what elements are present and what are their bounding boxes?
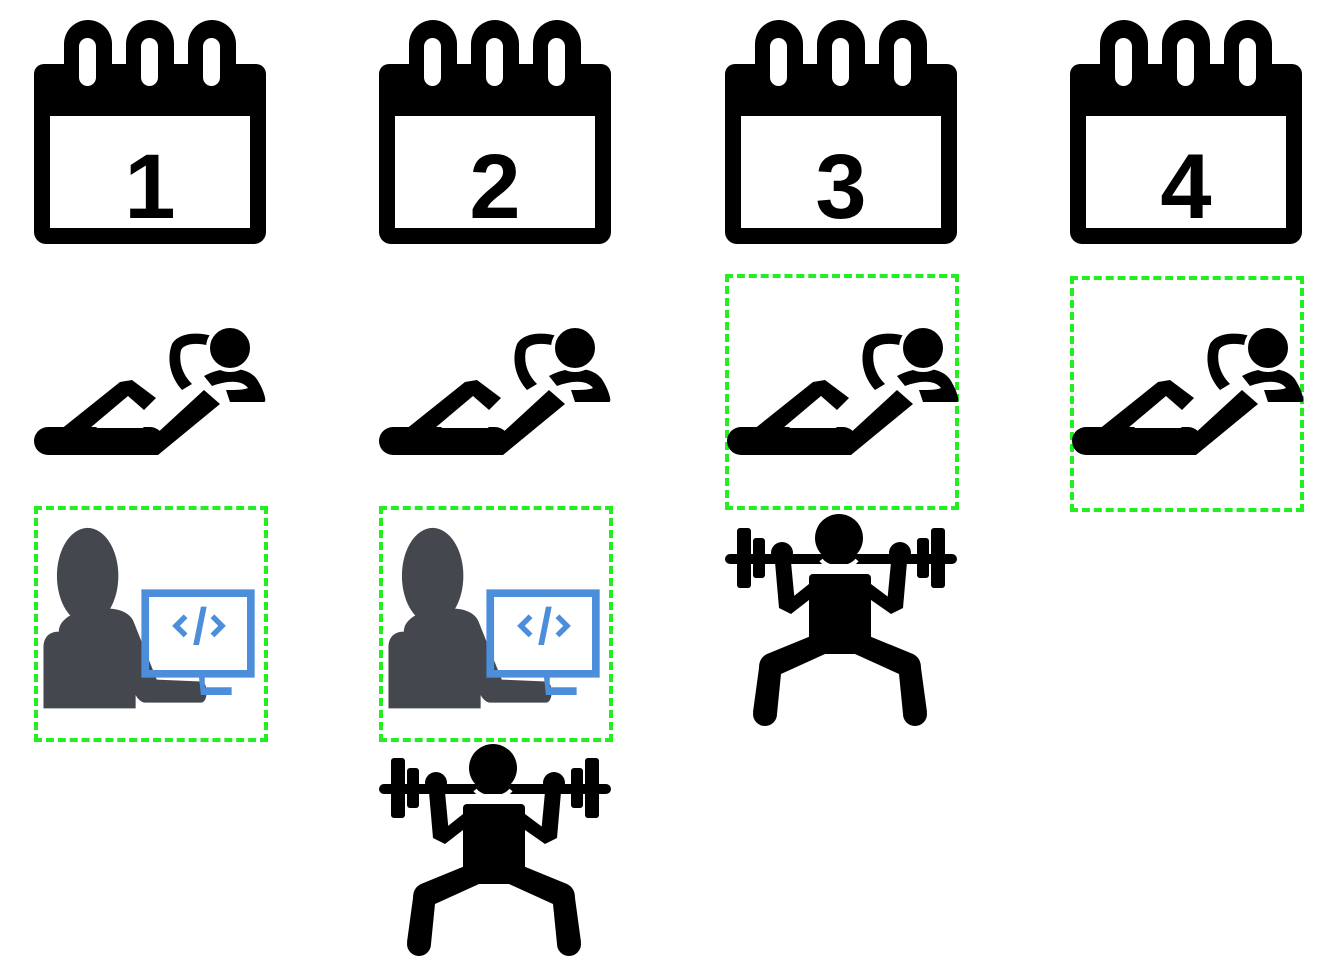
calendar-day-1-icon: 1 xyxy=(34,16,266,244)
situp-icon xyxy=(1072,324,1304,459)
calendar-day-number: 4 xyxy=(1160,136,1212,238)
weightlifting-icon xyxy=(725,514,957,732)
situp-icon xyxy=(379,324,611,459)
coder-icon xyxy=(383,526,609,718)
calendar-day-number: 2 xyxy=(469,136,521,238)
coder-icon xyxy=(38,526,264,718)
calendar-day-2-icon: 2 xyxy=(379,16,611,244)
selection-box[interactable] xyxy=(34,506,268,742)
weightlifting-icon xyxy=(379,744,611,962)
selection-box[interactable] xyxy=(725,274,959,510)
situp-icon xyxy=(727,324,959,459)
situp-icon xyxy=(34,324,266,459)
calendar-day-number: 1 xyxy=(124,136,176,238)
calendar-day-4-icon: 4 xyxy=(1070,16,1302,244)
calendar-day-number: 3 xyxy=(815,136,867,238)
selection-box[interactable] xyxy=(379,506,613,742)
calendar-day-3-icon: 3 xyxy=(725,16,957,244)
